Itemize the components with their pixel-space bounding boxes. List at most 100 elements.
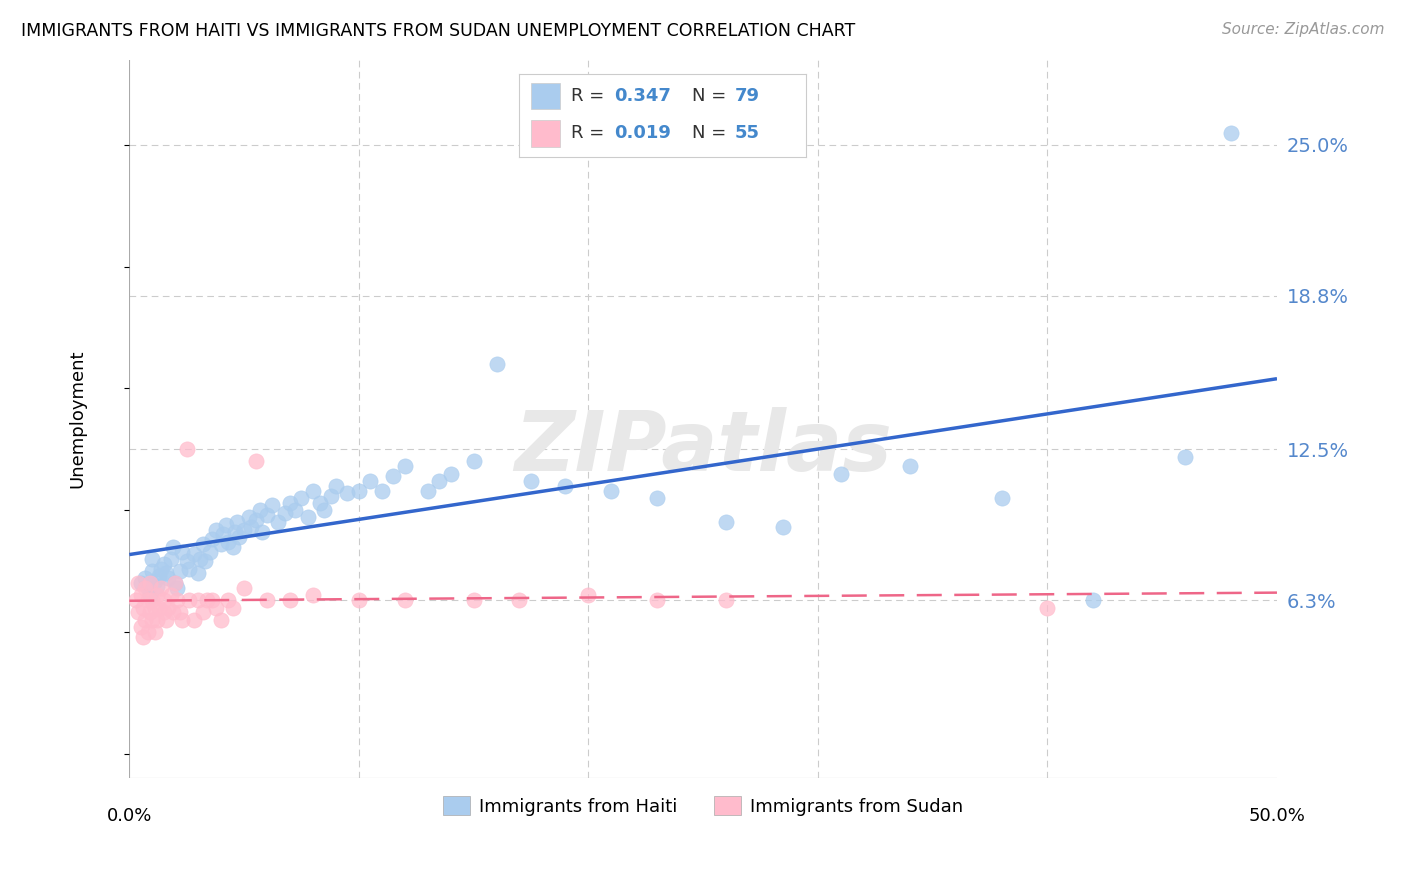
Point xyxy=(134,571,156,585)
Legend: Immigrants from Haiti, Immigrants from Sudan: Immigrants from Haiti, Immigrants from S… xyxy=(436,789,970,822)
Point xyxy=(136,581,159,595)
Point xyxy=(308,496,330,510)
Point xyxy=(176,554,198,568)
Point xyxy=(278,496,301,510)
Point xyxy=(347,593,370,607)
Point xyxy=(157,571,180,585)
Text: 0.0%: 0.0% xyxy=(107,806,152,825)
Point xyxy=(183,547,205,561)
Point xyxy=(127,576,149,591)
Point xyxy=(209,537,232,551)
Point xyxy=(166,581,188,595)
Text: Unemployment: Unemployment xyxy=(69,350,87,488)
Point xyxy=(162,606,184,620)
Point xyxy=(252,524,274,539)
Point xyxy=(215,517,238,532)
Point xyxy=(427,474,450,488)
Point xyxy=(217,593,239,607)
Point xyxy=(314,503,336,517)
Point xyxy=(217,534,239,549)
Point xyxy=(190,551,212,566)
Point xyxy=(194,554,217,568)
Point xyxy=(221,600,243,615)
Point xyxy=(157,600,180,615)
Point xyxy=(165,576,187,591)
Point xyxy=(394,593,416,607)
Point xyxy=(321,489,343,503)
Point xyxy=(1036,600,1059,615)
Point xyxy=(148,600,170,615)
Point xyxy=(169,606,191,620)
Point xyxy=(302,483,325,498)
Point xyxy=(302,588,325,602)
Point xyxy=(290,491,312,505)
Point xyxy=(198,544,221,558)
Point xyxy=(150,561,173,575)
Point xyxy=(139,606,162,620)
Point xyxy=(159,551,181,566)
Point xyxy=(187,566,209,581)
Point xyxy=(520,474,543,488)
Point xyxy=(463,593,485,607)
Point xyxy=(224,524,246,539)
Point xyxy=(267,516,290,530)
Point xyxy=(139,576,162,591)
Point xyxy=(463,454,485,468)
Point xyxy=(134,613,156,627)
Point xyxy=(191,606,214,620)
Point xyxy=(336,486,359,500)
Point xyxy=(274,506,297,520)
Point xyxy=(260,498,283,512)
Point xyxy=(127,606,149,620)
Point xyxy=(508,593,530,607)
Point xyxy=(125,593,148,607)
Point xyxy=(283,503,305,517)
Point xyxy=(898,459,921,474)
Point xyxy=(195,593,218,607)
Point xyxy=(645,593,668,607)
Point xyxy=(132,630,155,644)
Point xyxy=(576,588,599,602)
Point xyxy=(143,624,166,639)
Text: ZIPatlas: ZIPatlas xyxy=(515,407,891,488)
Point xyxy=(239,520,262,534)
Point xyxy=(1083,593,1105,607)
Point xyxy=(714,593,737,607)
Point xyxy=(394,459,416,474)
Point xyxy=(278,593,301,607)
Point xyxy=(183,613,205,627)
Point xyxy=(159,588,181,602)
Point xyxy=(146,613,169,627)
Point xyxy=(136,593,159,607)
Point xyxy=(155,613,177,627)
Point xyxy=(416,483,439,498)
Point xyxy=(170,613,193,627)
Point xyxy=(1220,126,1243,140)
Point xyxy=(165,576,187,591)
Point xyxy=(209,613,232,627)
Point xyxy=(129,588,152,602)
Point xyxy=(129,576,152,591)
Point xyxy=(256,593,278,607)
Point xyxy=(205,600,228,615)
Point xyxy=(129,620,152,634)
Point xyxy=(201,593,224,607)
Point xyxy=(245,513,267,527)
Point xyxy=(150,581,173,595)
Text: Source: ZipAtlas.com: Source: ZipAtlas.com xyxy=(1222,22,1385,37)
Point xyxy=(141,593,163,607)
Point xyxy=(170,544,193,558)
Point xyxy=(191,537,214,551)
Point xyxy=(645,491,668,505)
Point xyxy=(325,479,347,493)
Point xyxy=(347,483,370,498)
Point xyxy=(249,503,271,517)
Point xyxy=(228,530,250,544)
Point xyxy=(155,566,177,581)
Point xyxy=(169,564,191,578)
Point xyxy=(176,442,198,457)
Point xyxy=(177,561,200,575)
Point xyxy=(256,508,278,522)
Point xyxy=(136,624,159,639)
Point xyxy=(554,479,576,493)
